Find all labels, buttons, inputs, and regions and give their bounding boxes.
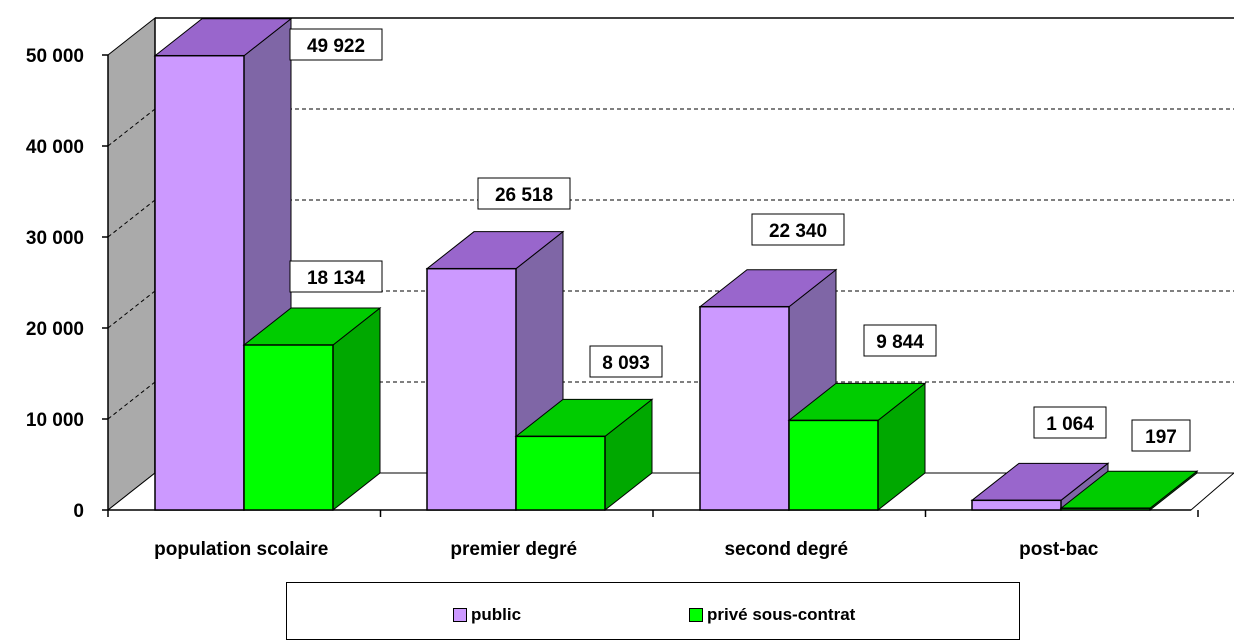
data-label-box: [751, 213, 845, 246]
data-label: 9 844: [876, 332, 924, 353]
gridline-side: [107, 199, 156, 238]
data-label-box: [589, 345, 663, 378]
y-tick-label: 30 000: [26, 228, 84, 249]
gridline-side: [107, 290, 156, 329]
bar-public-front: [426, 267, 517, 511]
data-label-box: [863, 324, 937, 357]
bar-private-front: [515, 435, 606, 511]
gridline-side: [107, 381, 156, 420]
data-label: 18 134: [307, 268, 366, 289]
bar-private-front: [243, 344, 334, 511]
data-label-box: [477, 177, 571, 210]
data-label: 22 340: [769, 221, 827, 242]
y-tick-label: 0: [73, 501, 84, 522]
category-label: premier degré: [450, 539, 577, 560]
data-label: 1 064: [1046, 414, 1094, 435]
legend-label-private: privé sous-contrat: [707, 605, 856, 624]
data-label: 197: [1145, 427, 1177, 448]
chart-legend: public privé sous-contrat: [286, 582, 1020, 640]
legend-label-public: public: [471, 605, 522, 624]
bar-public-front: [699, 305, 790, 511]
legend-swatch-private: [689, 608, 703, 622]
data-label-box: [1033, 406, 1107, 439]
bar-public-front: [154, 54, 245, 511]
y-tick-label: 10 000: [26, 410, 84, 431]
side-wall: [107, 16, 156, 512]
legend-swatch-public: [453, 608, 467, 622]
gridline-side: [107, 108, 156, 147]
y-tick-label: 40 000: [26, 137, 84, 158]
data-label-box: [1131, 419, 1191, 452]
y-tick-label: 50 000: [26, 46, 84, 67]
data-label-box: [289, 260, 383, 293]
bar-private-front: [1060, 507, 1151, 511]
y-tick-label: 20 000: [26, 319, 84, 340]
data-label-box: [289, 28, 383, 61]
data-label: 49 922: [307, 36, 365, 57]
data-label: 26 518: [495, 185, 553, 206]
legend-item-private: privé sous-contrat: [689, 605, 855, 625]
bar-public-front: [971, 499, 1062, 511]
legend-item-public: public: [453, 605, 521, 625]
category-label: population scolaire: [154, 539, 328, 560]
category-label: second degré: [724, 539, 848, 560]
bar-private-front: [788, 419, 879, 511]
data-label: 8 093: [602, 353, 650, 374]
category-label: post-bac: [1019, 539, 1099, 560]
